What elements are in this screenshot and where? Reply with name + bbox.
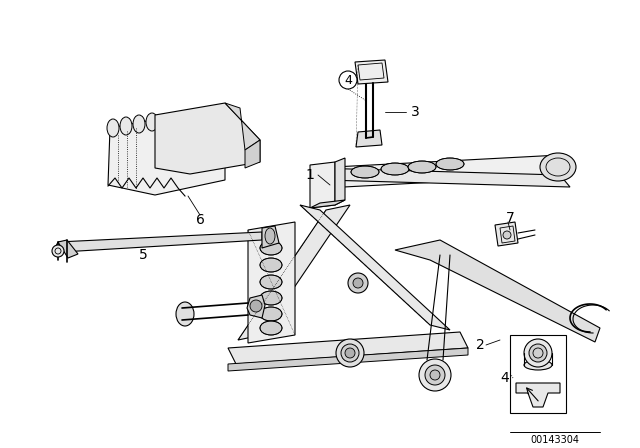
Text: 5: 5 (139, 248, 147, 262)
Ellipse shape (265, 228, 275, 244)
Ellipse shape (408, 161, 436, 173)
Ellipse shape (540, 153, 576, 181)
Polygon shape (356, 130, 382, 147)
Ellipse shape (133, 115, 145, 133)
Ellipse shape (176, 302, 194, 326)
Polygon shape (355, 60, 388, 84)
Polygon shape (245, 140, 260, 168)
Polygon shape (225, 103, 260, 150)
Text: 4: 4 (344, 73, 352, 86)
Polygon shape (228, 348, 468, 371)
Text: 2: 2 (476, 338, 484, 352)
Text: 00143304: 00143304 (531, 435, 579, 445)
Polygon shape (228, 332, 468, 364)
Polygon shape (315, 168, 570, 187)
Text: 4: 4 (500, 371, 509, 385)
Circle shape (529, 344, 547, 362)
Polygon shape (58, 240, 78, 258)
Circle shape (503, 231, 511, 239)
Ellipse shape (260, 291, 282, 305)
Ellipse shape (260, 275, 282, 289)
Polygon shape (155, 103, 260, 174)
Circle shape (345, 348, 355, 358)
Polygon shape (516, 383, 560, 407)
Ellipse shape (260, 258, 282, 272)
Circle shape (524, 339, 552, 367)
Ellipse shape (146, 113, 158, 131)
Polygon shape (55, 232, 262, 252)
Polygon shape (108, 115, 225, 195)
Text: 3: 3 (411, 105, 419, 119)
Circle shape (430, 370, 440, 380)
Polygon shape (315, 155, 570, 188)
Circle shape (341, 344, 359, 362)
Ellipse shape (351, 166, 379, 178)
Polygon shape (262, 226, 279, 248)
Circle shape (52, 245, 64, 257)
Polygon shape (248, 222, 295, 343)
Text: 1: 1 (305, 168, 314, 182)
Text: 7: 7 (506, 211, 515, 225)
Polygon shape (395, 240, 600, 342)
Ellipse shape (436, 158, 464, 170)
Text: 6: 6 (196, 213, 204, 227)
Polygon shape (495, 222, 518, 246)
Ellipse shape (260, 307, 282, 321)
Ellipse shape (260, 321, 282, 335)
Circle shape (250, 300, 262, 312)
Polygon shape (310, 200, 345, 208)
Polygon shape (310, 162, 335, 208)
Polygon shape (238, 205, 350, 340)
Ellipse shape (107, 119, 119, 137)
Polygon shape (247, 295, 265, 318)
Ellipse shape (260, 241, 282, 255)
Polygon shape (300, 205, 450, 330)
Circle shape (336, 339, 364, 367)
Ellipse shape (524, 360, 552, 370)
Circle shape (348, 273, 368, 293)
Ellipse shape (120, 117, 132, 135)
Ellipse shape (381, 163, 409, 175)
Circle shape (353, 278, 363, 288)
Polygon shape (335, 158, 345, 205)
Circle shape (425, 365, 445, 385)
Circle shape (419, 359, 451, 391)
Circle shape (339, 71, 357, 89)
